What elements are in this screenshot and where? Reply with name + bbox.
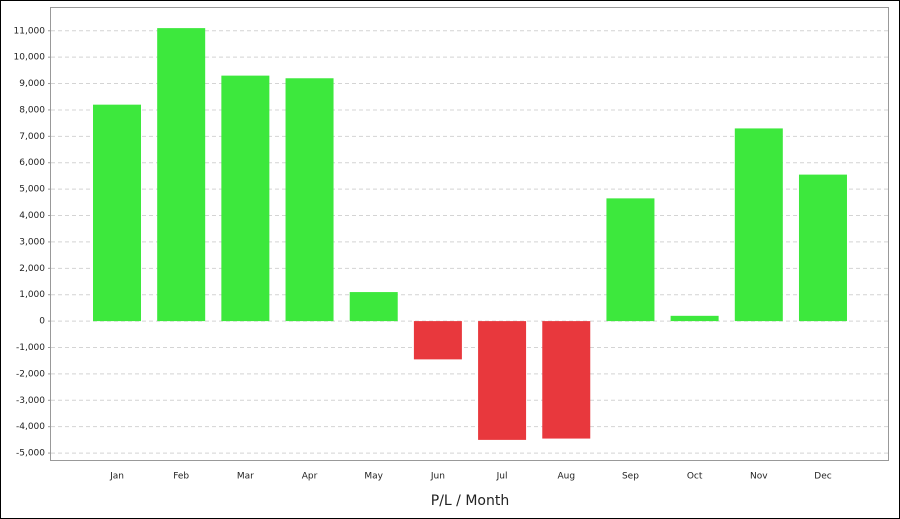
y-tick-label: -4,000 [16,422,45,432]
x-tick-label: Oct [687,472,703,482]
x-tick-label: Jan [109,472,124,482]
bar [221,75,270,322]
bar [349,292,398,322]
y-tick-label: 7,000 [19,132,45,142]
y-tick-label: 4,000 [19,211,45,221]
x-tick-label: Aug [557,472,575,482]
y-tick-label: 0 [39,317,45,327]
x-tick-label: Sep [622,472,639,482]
bar [670,315,719,322]
x-tick-label: Jun [430,472,445,482]
bar [93,104,141,322]
x-tick-label: Jul [496,472,508,482]
x-tick-label: Dec [814,472,831,482]
x-axis-label: P/L / Month [431,493,509,509]
y-tick-label: -3,000 [16,396,45,406]
y-tick-label: 1,000 [19,290,45,300]
bar [413,321,462,360]
x-tick-label: Apr [302,472,318,482]
bar [285,78,334,322]
y-tick-label: 6,000 [19,158,45,168]
bar [734,128,783,322]
y-tick-label: -2,000 [16,369,45,379]
bar [478,321,527,440]
y-tick-label: -1,000 [16,343,45,353]
y-tick-label: -5,000 [16,449,45,459]
x-tick-label: May [364,472,383,482]
y-tick-label: 9,000 [19,79,45,89]
y-tick-label: 2,000 [19,264,45,274]
y-tick-label: 5,000 [19,185,45,195]
bar [157,28,206,322]
bar [606,198,655,322]
y-tick-label: 10,000 [14,53,46,63]
bar [798,174,847,322]
x-tick-label: Mar [237,472,254,482]
y-tick-label: 3,000 [19,237,45,247]
x-tick-label: Feb [173,472,189,482]
y-tick-label: 8,000 [19,105,45,115]
x-tick-label: Nov [750,472,768,482]
bar [542,321,591,439]
y-tick-label: 11,000 [14,26,46,36]
